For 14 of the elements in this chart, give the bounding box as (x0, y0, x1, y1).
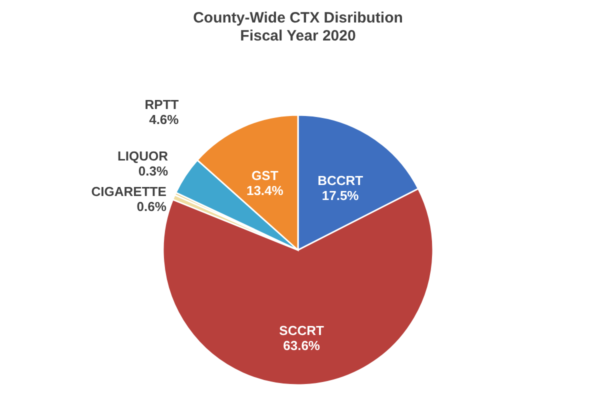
slice-label: GST (252, 168, 278, 184)
data-label: 13.4% (246, 183, 284, 198)
slice-label: RPTT (144, 97, 179, 112)
slice-label: BCCRT (318, 172, 364, 188)
data-label: 0.6% (136, 199, 167, 214)
slice-label: LIQUOR (117, 148, 169, 164)
chart-subtitle: Fiscal Year 2020 (240, 27, 356, 44)
data-label: 4.6% (149, 112, 180, 128)
slice-label: CIGARETTE (91, 184, 167, 200)
slice-label: SCCRT (279, 322, 324, 338)
data-label: 63.6% (283, 338, 320, 353)
chart-title: County-Wide CTX Disribution (193, 9, 403, 26)
data-label: 0.3% (138, 163, 168, 178)
data-label: 17.5% (322, 188, 360, 203)
